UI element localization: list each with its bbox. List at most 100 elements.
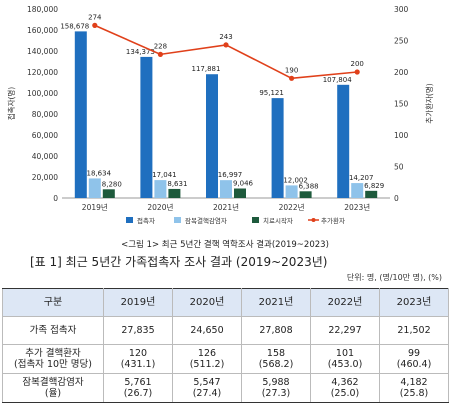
- header-2019: 2019년: [103, 288, 173, 317]
- bar: [74, 31, 87, 199]
- bar: [365, 190, 378, 198]
- unit-note: 단위: 명, (명/10만 명), (%): [346, 273, 442, 282]
- table-cell: 21,502: [379, 316, 449, 345]
- contact-table: 구분 2019년 2020년 2021년 2022년 2023년 가족 접촉자 …: [2, 288, 449, 403]
- y2-tick-label: 300: [394, 5, 409, 14]
- bar: [102, 189, 115, 198]
- bar: [88, 178, 101, 198]
- table-cell: 158 (568.2): [241, 344, 311, 374]
- x-tick-label: 2022년: [279, 202, 305, 212]
- data-label: 95,121: [259, 89, 284, 97]
- x-tick-label: 2020년: [147, 202, 173, 212]
- table-cell: 120 (431.1): [103, 344, 173, 374]
- y-tick-label: 20,000: [32, 173, 58, 182]
- table-cell: 5,547 (27.4): [172, 373, 242, 403]
- table-row: 가족 접촉자 27,835 24,650 27,808 22,297 21,50…: [2, 316, 449, 345]
- legend-label: 치료시작자: [263, 216, 293, 225]
- y2-tick-label: 0: [394, 194, 399, 203]
- line-data-label: 243: [219, 33, 232, 41]
- x-tick-label: 2023년: [344, 202, 370, 212]
- data-label: 6,829: [364, 182, 384, 190]
- table-cell: 99 (460.4): [379, 344, 449, 374]
- legend-label: 접촉자: [137, 216, 155, 225]
- table-cell: 24,650: [172, 316, 242, 345]
- chart: 0 20,000 40,000 60,000 80,000 100,000 120,000 1…: [6, 5, 434, 225]
- y-axis-label: 접촉자(명): [6, 87, 16, 121]
- y-tick-label: 100,000: [27, 89, 58, 98]
- data-label: 107,804: [323, 76, 352, 84]
- data-label: 9,046: [233, 180, 254, 188]
- table-row: 추가 결핵환자 (접촉자 10만 명당) 120 (431.1) 126 (511.2…: [2, 344, 449, 374]
- table-cell: 22,297: [310, 316, 380, 345]
- y-tick-label: 0: [53, 194, 58, 203]
- bar: [285, 185, 298, 198]
- line-point: [223, 42, 229, 48]
- y-tick-label: 140,000: [27, 47, 58, 56]
- table-cell: 27,835: [103, 316, 173, 345]
- y2-tick-label: 100: [394, 131, 409, 140]
- legend-swatch: [252, 217, 259, 223]
- bar-line-chart: 0 20,000 40,000 60,000 80,000 100,000 120,000 1…: [6, 5, 434, 225]
- figure-caption: <그림 1> 최근 5년간 결핵 역학조사 결과(2019~2023): [121, 240, 329, 250]
- y-tick-label: 160,000: [27, 26, 58, 35]
- line-point: [92, 22, 98, 28]
- x-tick-label: 2021년: [213, 202, 239, 212]
- data-label: 158,678: [60, 22, 89, 30]
- bar: [154, 180, 167, 198]
- row-label: 잠복결핵감염자 (율): [2, 373, 104, 403]
- header-2023: 2023년: [379, 288, 449, 317]
- y-tick-label: 80,000: [32, 110, 58, 119]
- data-label: 134,373: [126, 48, 155, 56]
- bar: [299, 191, 312, 198]
- data-label: 18,634: [87, 169, 112, 177]
- data-label: 8,280: [102, 180, 122, 188]
- y-tick-label: 120,000: [27, 68, 58, 77]
- x-tick-label: 2019년: [82, 202, 108, 212]
- line-point: [289, 75, 295, 81]
- legend-swatch-marker: [311, 218, 316, 222]
- header-2020: 2020년: [172, 288, 242, 317]
- bar: [206, 74, 218, 198]
- table-cell: 4,182 (25.8): [379, 373, 449, 403]
- table-cell: 101 (453.0): [310, 344, 380, 374]
- y2-tick-label: 250: [394, 37, 409, 46]
- table-title: [표 1] 최근 5년간 가족접촉자 조사 결과 (2019~2023년): [30, 255, 328, 269]
- bar: [168, 188, 181, 198]
- data-label: 117,881: [192, 65, 221, 73]
- bar: [140, 56, 153, 198]
- y-tick-label: 180,000: [27, 5, 58, 14]
- line-data-label: 200: [351, 60, 364, 68]
- line-point: [354, 69, 360, 75]
- row-label: 가족 접촉자: [2, 316, 104, 345]
- data-label: 17,041: [152, 171, 177, 179]
- table-row: 잠복결핵감염자 (율) 5,761 (26.7) 5,547 (27.4) 5,988…: [2, 373, 449, 403]
- table-cell: 5,761 (26.7): [103, 373, 173, 403]
- table-cell: 5,988 (27.3): [241, 373, 311, 403]
- y-tick-label: 40,000: [32, 152, 58, 161]
- data-label: 6,388: [299, 182, 319, 190]
- bar: [337, 84, 350, 198]
- legend-label: 잠복결핵감염자: [185, 216, 227, 225]
- line-data-label: 190: [285, 66, 298, 74]
- header-category: 구분: [2, 288, 104, 317]
- table-cell: 27,808: [241, 316, 311, 345]
- y2-tick-label: 150: [394, 100, 409, 109]
- legend-label: 추가환자: [321, 216, 345, 225]
- header-2021: 2021년: [241, 288, 311, 317]
- data-label: 16,997: [218, 171, 243, 179]
- bar: [234, 188, 246, 198]
- bar: [351, 183, 364, 198]
- legend-swatch: [126, 217, 133, 223]
- header-2022: 2022년: [310, 288, 380, 317]
- y2-tick-label: 50: [394, 163, 404, 172]
- y-tick-label: 60,000: [32, 131, 58, 140]
- legend-swatch: [174, 217, 181, 223]
- bar: [220, 180, 232, 198]
- y2-axis-label: 추가환자(명): [424, 83, 434, 123]
- data-label: 12,002: [283, 176, 308, 184]
- data-label: 14,207: [349, 174, 374, 182]
- y2-tick-label: 200: [394, 68, 409, 77]
- table-cell: 126 (511.2): [172, 344, 242, 374]
- line-data-label: 274: [88, 13, 102, 21]
- table-header-row: 구분 2019년 2020년 2021년 2022년 2023년: [2, 288, 449, 317]
